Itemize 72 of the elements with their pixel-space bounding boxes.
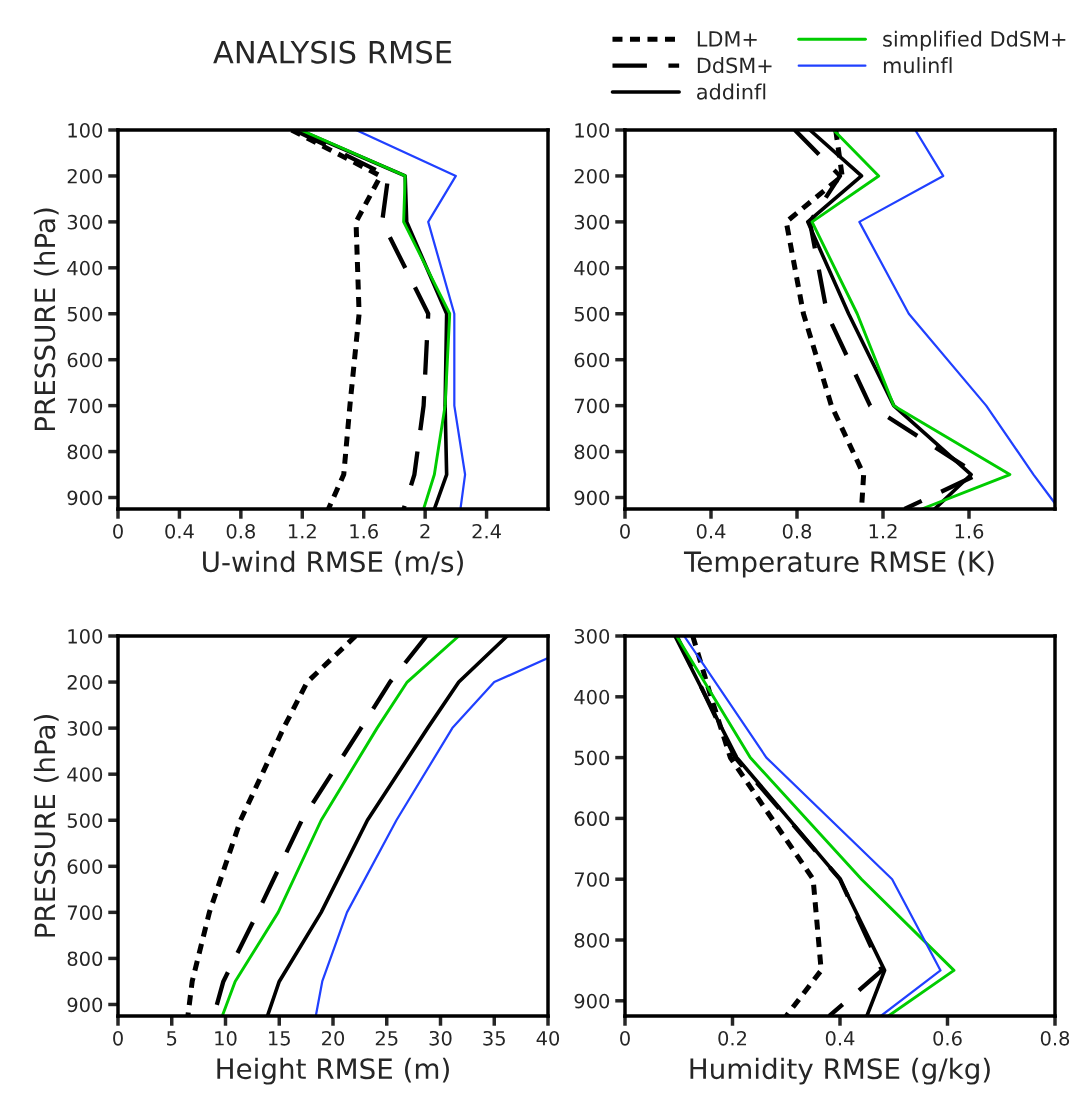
x-tick-label: 0	[620, 1030, 630, 1046]
x-tick-label: 0.4	[696, 523, 726, 539]
y-tick-label: 200	[574, 168, 610, 184]
y-tick-label: 500	[67, 306, 103, 322]
y-tick-label: 400	[67, 260, 103, 276]
x-tick-label: 1.6	[955, 523, 984, 539]
y-tick-label: 700	[67, 905, 103, 921]
y-tick-label: 100	[68, 628, 103, 644]
x-tick-label: 2.4	[472, 523, 501, 539]
y-axis-title: PRESSURE (hPa)	[33, 715, 59, 937]
y-tick-label: 400	[67, 767, 103, 782]
x-tick-label: 1.2	[869, 523, 897, 539]
y-tick-label: 800	[574, 444, 610, 460]
x-tick-label: 0.8	[782, 523, 812, 539]
legend-label: simplified DdSM+	[883, 30, 1066, 51]
x-axis-title: U-wind RMSE (m/s)	[203, 550, 463, 576]
y-tick-label: 900	[574, 490, 610, 506]
x-tick-label: 0.8	[226, 523, 255, 539]
y-tick-label: 500	[574, 750, 610, 766]
y-tick-label: 200	[67, 675, 103, 690]
y-axis-title: PRESSURE (hPa)	[33, 208, 59, 431]
y-tick-label: 900	[67, 490, 103, 506]
x-tick-label: 40	[536, 1030, 560, 1046]
x-tick-label: 0.4	[825, 1030, 855, 1046]
legend-label: mulinfl	[883, 57, 952, 74]
y-tick-label: 500	[574, 306, 610, 322]
x-tick-label: 30	[429, 1030, 452, 1046]
x-tick-label: 0	[113, 523, 123, 539]
y-tick-label: 900	[67, 997, 103, 1013]
x-tick-label: 15	[269, 1031, 290, 1046]
y-tick-label: 600	[574, 811, 610, 827]
y-tick-label: 600	[67, 352, 103, 368]
y-tick-label: 800	[574, 932, 610, 948]
y-tick-label: 300	[574, 214, 610, 230]
x-tick-label: 2	[420, 523, 430, 539]
y-tick-label: 100	[68, 122, 103, 138]
legend-label: LDM+	[697, 31, 757, 47]
y-tick-label: 900	[574, 993, 610, 1009]
x-tick-label: 35	[483, 1030, 505, 1046]
x-tick-label: 0.4	[165, 523, 194, 539]
y-tick-label: 200	[67, 168, 103, 184]
y-tick-label: 500	[67, 813, 103, 828]
x-tick-label: 1.2	[288, 523, 316, 539]
legend-label: addinfl	[697, 83, 766, 100]
y-tick-label: 600	[67, 859, 103, 874]
x-tick-label: 10	[215, 1030, 237, 1046]
x-axis-title: Height RMSE (m)	[217, 1057, 449, 1085]
y-tick-label: 700	[67, 398, 103, 414]
y-tick-label: 700	[574, 872, 610, 887]
x-tick-label: 25	[375, 1030, 398, 1046]
y-tick-label: 600	[574, 352, 610, 368]
x-tick-label: 0.2	[718, 1030, 747, 1046]
legend-label: DdSM+	[697, 57, 772, 74]
y-tick-label: 800	[67, 444, 103, 460]
x-axis-title: Humidity RMSE (g/kg)	[690, 1057, 990, 1085]
x-axis-title: Temperature RMSE (K)	[683, 550, 994, 578]
x-tick-label: 0.6	[933, 1030, 962, 1046]
y-tick-label: 300	[67, 721, 103, 736]
y-tick-label: 400	[574, 689, 610, 705]
x-tick-label: 1.6	[350, 523, 378, 539]
y-tick-label: 300	[574, 628, 610, 644]
x-tick-label: 20	[322, 1030, 345, 1046]
chart-title: ANALYSIS RMSE	[213, 40, 452, 64]
y-tick-label: 100	[575, 122, 610, 138]
y-tick-label: 400	[574, 260, 610, 276]
y-tick-label: 800	[67, 951, 103, 967]
y-tick-label: 700	[574, 398, 610, 414]
y-tick-label: 300	[67, 214, 103, 230]
x-tick-label: 0	[113, 1030, 123, 1046]
x-tick-label: 0.8	[1040, 1030, 1070, 1046]
x-tick-label: 0	[620, 523, 630, 539]
x-tick-label: 5	[167, 1031, 177, 1046]
